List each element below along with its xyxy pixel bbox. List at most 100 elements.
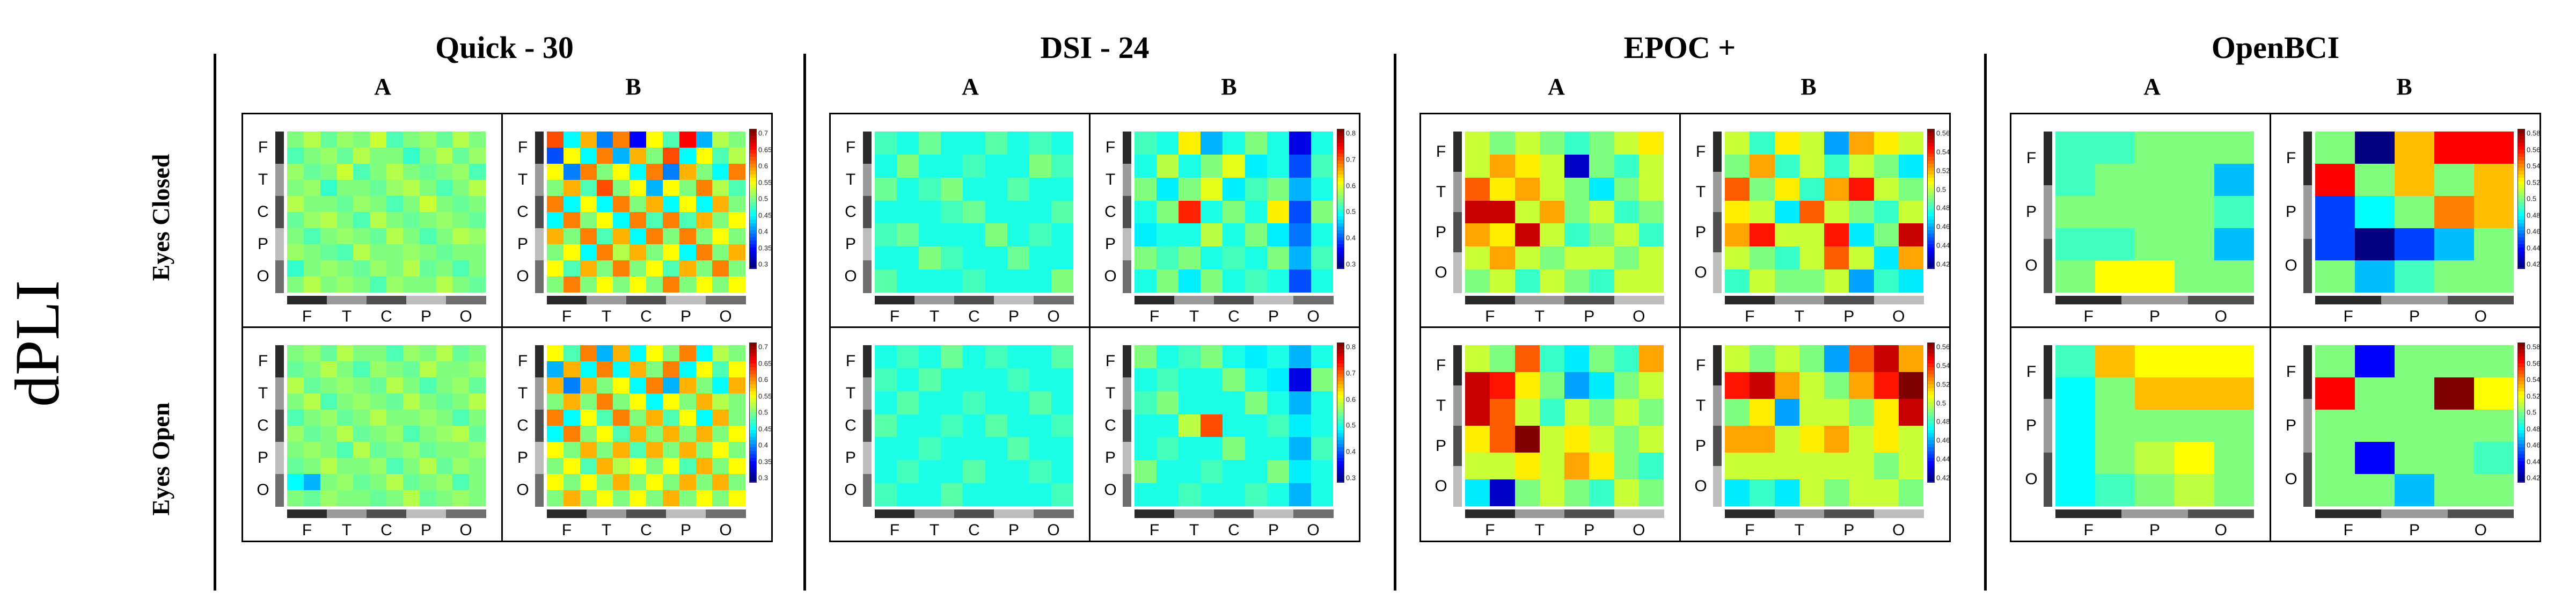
heatmap-cell: [2355, 377, 2395, 410]
region-bar-vertical-segment: [1123, 196, 1131, 229]
colorbar-segment: [749, 192, 757, 196]
heatmap-cell: [696, 132, 713, 148]
region-label-vertical: T: [258, 171, 268, 188]
colorbar-segment: [1337, 450, 1344, 455]
heatmap-cell: [580, 212, 597, 229]
heatmap-cell: [563, 212, 581, 229]
heatmap-cell: [1245, 200, 1268, 224]
colorbar-frame: [1927, 129, 1935, 268]
heatmap-cell: [1135, 246, 1157, 270]
heatmap-cell: [320, 132, 338, 148]
region-label-vertical: C: [257, 203, 269, 221]
heatmap-cell: [1201, 200, 1224, 224]
heatmap-cell: [336, 228, 354, 245]
colorbar-segment: [749, 426, 757, 431]
heatmap-cell: [2135, 196, 2175, 229]
colorbar-segment: [1337, 160, 1344, 164]
heatmap-cell: [1179, 414, 1201, 438]
region-bar-horizontal-segment: [1874, 509, 1924, 518]
heatmap-cell: [963, 483, 986, 506]
region-label-horizontal: T: [341, 308, 352, 325]
region-label-vertical: T: [1436, 396, 1446, 414]
heatmap-cell: [436, 394, 453, 410]
heatmap-cell: [547, 148, 564, 164]
region-bar-vertical-segment: [275, 164, 284, 196]
heatmap-cell: [1589, 223, 1615, 247]
colorbar-segment: [1927, 443, 1935, 448]
region-bar-vertical-segment: [1123, 164, 1131, 196]
heatmap-cell: [2135, 442, 2175, 475]
heatmap-cell: [2315, 474, 2355, 506]
colorbar-segment: [1337, 188, 1344, 192]
heatmap-cell: [1289, 177, 1312, 201]
heatmap-cell: [1223, 368, 1246, 392]
heatmap-cell: [287, 458, 304, 475]
colorbar-segment: [1927, 388, 1935, 392]
heatmap-cell: [287, 148, 304, 164]
heatmap-cell: [370, 394, 387, 410]
region-label-vertical: O: [2025, 257, 2038, 274]
region-bar-vertical-segment: [275, 345, 284, 378]
heatmap-cell: [696, 426, 713, 442]
heatmap-cell: [1245, 391, 1268, 415]
heatmap-cell: [963, 200, 986, 224]
region-label-horizontal: O: [719, 521, 732, 539]
heatmap-cell: [547, 132, 564, 148]
heatmap-cell: [320, 244, 338, 261]
region-bar-vertical-segment: [275, 410, 284, 442]
heatmap-cell: [436, 244, 453, 261]
colorbar-segment: [2518, 167, 2525, 171]
heatmap-cell: [1245, 368, 1268, 392]
heatmap-cell: [402, 410, 420, 426]
region-label-vertical: P: [1695, 436, 1707, 455]
heatmap-cell: [1725, 246, 1750, 270]
heatmap-cell: [1289, 391, 1312, 415]
heatmap-cell: [941, 223, 964, 247]
colorbar-segment: [1337, 227, 1344, 231]
heatmap-cell: [469, 196, 486, 213]
colorbar-segment: [1337, 457, 1344, 462]
region-label-vertical: P: [2025, 203, 2037, 221]
heatmap-cell: [630, 196, 647, 213]
heatmap-cell: [436, 361, 453, 378]
colorbar-segment: [1927, 447, 1935, 451]
heatmap-cell: [547, 180, 564, 196]
colorbar-segment: [1337, 237, 1344, 241]
heatmap-cell: [336, 276, 354, 293]
heatmap-cell: [1201, 460, 1224, 484]
heatmap-cell: [2474, 228, 2514, 261]
heatmap-cell: [336, 212, 354, 229]
region-label-vertical: C: [257, 417, 269, 434]
colorbar-segment: [1927, 356, 1935, 361]
region-label-vertical: O: [257, 267, 269, 285]
heatmap-cell: [1750, 177, 1775, 201]
heatmap-cell: [419, 458, 437, 475]
colorbar-segment: [1337, 223, 1344, 227]
heatmap-cell: [386, 164, 404, 180]
heatmap-cell: [1614, 426, 1640, 453]
colorbar-segment: [1927, 343, 1935, 347]
heatmap-cell: [1311, 345, 1333, 369]
heatmap-cell: [1614, 200, 1640, 224]
column-label-b: B: [625, 74, 641, 100]
heatmap-cell: [303, 361, 321, 378]
region-bar-horizontal-segment: [954, 296, 994, 304]
colorbar-segment: [1927, 429, 1935, 434]
heatmap-cell: [2474, 345, 2514, 378]
colorbar-segment: [2518, 433, 2525, 438]
heatmap-cell: [563, 244, 581, 261]
heatmap-cell: [596, 377, 613, 394]
region-label-vertical: F: [2286, 149, 2296, 167]
heatmap-cell: [596, 345, 613, 362]
heatmap-cell: [712, 426, 729, 442]
region-bar-horizontal-segment: [446, 509, 486, 518]
heatmap-cell: [303, 212, 321, 229]
heatmap-cell: [303, 442, 321, 458]
heatmap-cell: [402, 394, 420, 410]
heatmap-cell: [1029, 154, 1052, 178]
heatmap-cell: [963, 437, 986, 461]
heatmap-cell: [402, 212, 420, 229]
heatmap-cell: [1539, 246, 1565, 270]
heatmap-cell: [696, 244, 713, 261]
heatmap-cell: [1179, 437, 1201, 461]
